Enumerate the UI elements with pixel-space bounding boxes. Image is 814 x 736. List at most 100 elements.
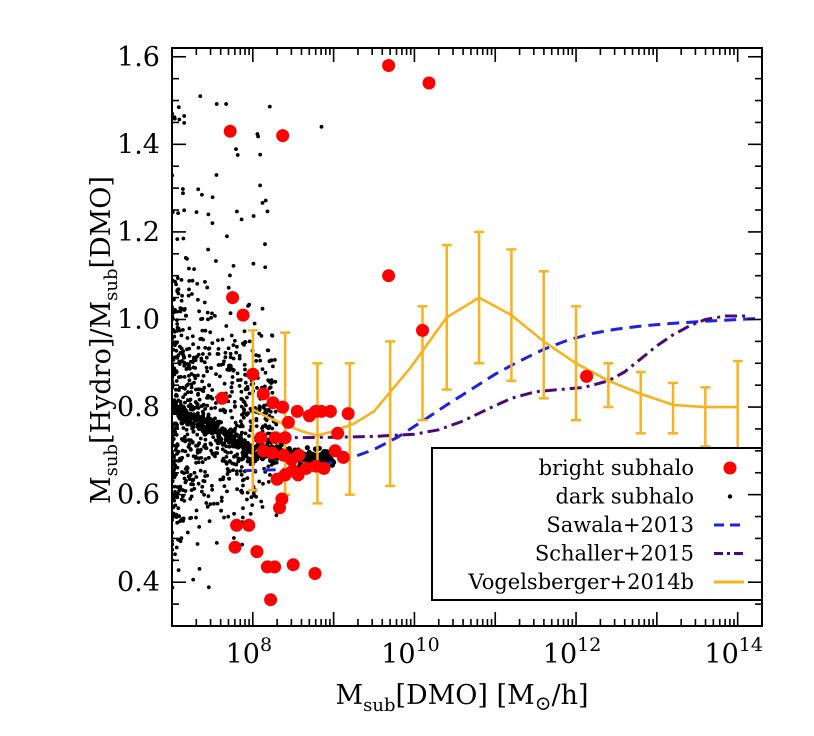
dark-subhalo-point bbox=[220, 441, 226, 447]
dark-subhalo-point bbox=[182, 476, 187, 481]
dark-subhalo-point bbox=[181, 426, 186, 430]
dark-subhalo-point bbox=[185, 432, 190, 437]
legend-label: Sawala+2013 bbox=[546, 513, 694, 537]
dark-subhalo-point bbox=[178, 539, 183, 544]
dark-subhalo-point bbox=[210, 487, 215, 492]
dark-subhalo-point bbox=[254, 359, 259, 363]
dark-subhalo-point bbox=[231, 264, 236, 268]
dark-subhalo-point bbox=[176, 211, 181, 216]
dark-subhalo-point bbox=[196, 352, 201, 357]
dark-subhalo-point bbox=[186, 438, 191, 442]
dark-subhalo-point bbox=[198, 468, 203, 473]
dark-subhalo-point bbox=[243, 340, 248, 345]
dark-subhalo-point bbox=[178, 309, 183, 314]
dark-subhalo-point bbox=[238, 419, 243, 424]
dark-subhalo-point bbox=[174, 387, 178, 392]
dark-subhalo-point bbox=[190, 440, 195, 445]
dark-subhalo-point bbox=[172, 484, 177, 489]
dark-subhalo-point bbox=[190, 421, 196, 427]
dark-subhalo-point bbox=[186, 404, 191, 408]
dark-subhalo-point bbox=[245, 387, 250, 391]
bright-subhalo-point bbox=[266, 396, 280, 410]
dark-subhalo-point bbox=[270, 333, 275, 338]
dark-subhalo-point bbox=[193, 454, 198, 459]
dark-subhalo-point bbox=[239, 217, 244, 222]
dark-subhalo-point bbox=[214, 173, 219, 177]
dark-subhalo-point bbox=[182, 360, 187, 365]
bright-subhalo-point bbox=[416, 323, 429, 337]
bright-subhalo-point bbox=[242, 518, 256, 532]
dark-subhalo-point bbox=[247, 339, 252, 344]
dark-subhalo-point bbox=[265, 348, 270, 353]
dark-subhalo-point bbox=[187, 378, 192, 383]
dark-subhalo-point bbox=[274, 513, 279, 518]
dark-subhalo-point bbox=[205, 403, 210, 408]
dark-subhalo-point bbox=[206, 212, 211, 217]
bright-subhalo-point bbox=[422, 76, 436, 90]
dark-subhalo-point bbox=[239, 489, 243, 493]
dark-subhalo-point bbox=[232, 536, 236, 540]
bright-subhalo-point bbox=[317, 461, 331, 475]
dark-subhalo-point bbox=[199, 358, 204, 363]
dark-subhalo-point bbox=[189, 494, 194, 499]
dark-subhalo-point bbox=[199, 404, 204, 409]
dark-subhalo-point bbox=[174, 545, 179, 550]
dark-subhalo-point bbox=[230, 375, 235, 379]
sawala-line-group bbox=[244, 316, 762, 473]
dark-subhalo-point bbox=[248, 512, 253, 516]
dark-subhalo-point bbox=[233, 454, 238, 458]
dark-subhalo-point bbox=[268, 473, 272, 477]
dark-subhalo-point bbox=[178, 484, 183, 489]
dark-subhalo-point bbox=[210, 341, 215, 345]
x-tick-label: 1014 bbox=[704, 634, 763, 670]
dark-subhalo-point bbox=[273, 358, 277, 362]
dark-subhalo-point bbox=[193, 366, 198, 370]
legend-label: dark subhalo bbox=[555, 485, 694, 509]
dark-subhalo-point bbox=[258, 152, 263, 157]
dark-subhalo-point bbox=[179, 346, 184, 351]
dark-subhalo-point bbox=[240, 515, 245, 520]
dark-subhalo-point bbox=[257, 479, 262, 484]
dark-subhalo-point bbox=[243, 380, 248, 385]
dark-subhalo-point bbox=[187, 287, 191, 292]
dark-subhalo-point bbox=[242, 329, 247, 334]
dark-subhalo-point bbox=[258, 358, 263, 363]
dark-subhalo-point bbox=[204, 365, 209, 370]
dark-subhalo-point bbox=[199, 447, 203, 452]
dark-subhalo-point bbox=[251, 214, 256, 218]
dark-subhalo-point bbox=[210, 396, 215, 401]
dark-subhalo-point bbox=[220, 337, 225, 342]
dark-subhalo-point bbox=[181, 236, 186, 241]
dark-subhalo-point bbox=[203, 470, 207, 474]
dark-subhalo-point bbox=[185, 362, 190, 366]
y-tick-label: 1.6 bbox=[117, 42, 160, 73]
dark-subhalo-point bbox=[189, 515, 194, 520]
dark-subhalo-point bbox=[176, 398, 181, 403]
dark-subhalo-point bbox=[215, 501, 220, 506]
bright-subhalo-point bbox=[276, 400, 290, 414]
dark-subhalo-point bbox=[319, 124, 324, 129]
dark-subhalo-point bbox=[246, 459, 251, 464]
sawala-line bbox=[244, 316, 762, 473]
dark-subhalo-point bbox=[214, 102, 219, 106]
dark-subhalo-point bbox=[324, 449, 330, 455]
dark-subhalo-point bbox=[241, 506, 245, 511]
bright-subhalo-point bbox=[276, 129, 290, 143]
dark-subhalo-point bbox=[221, 456, 226, 461]
dark-subhalo-point bbox=[231, 343, 236, 347]
dark-subhalo-point bbox=[197, 309, 202, 314]
dark-subhalo-point bbox=[232, 338, 237, 343]
dark-subhalo-point bbox=[212, 501, 216, 506]
dark-subhalo-point bbox=[185, 347, 189, 352]
dark-subhalo-point bbox=[198, 94, 203, 99]
dark-subhalo-point bbox=[204, 355, 209, 360]
dark-subhalo-point bbox=[183, 438, 188, 443]
dark-subhalo-point bbox=[260, 306, 265, 311]
dark-subhalo-point bbox=[175, 495, 180, 500]
dark-subhalo-point bbox=[229, 450, 233, 455]
dark-subhalo-point bbox=[201, 389, 206, 393]
dark-subhalo-point bbox=[195, 281, 200, 286]
dark-subhalo-point bbox=[273, 409, 278, 414]
dark-subhalo-point bbox=[216, 338, 220, 343]
dark-subhalo-point bbox=[194, 475, 199, 479]
